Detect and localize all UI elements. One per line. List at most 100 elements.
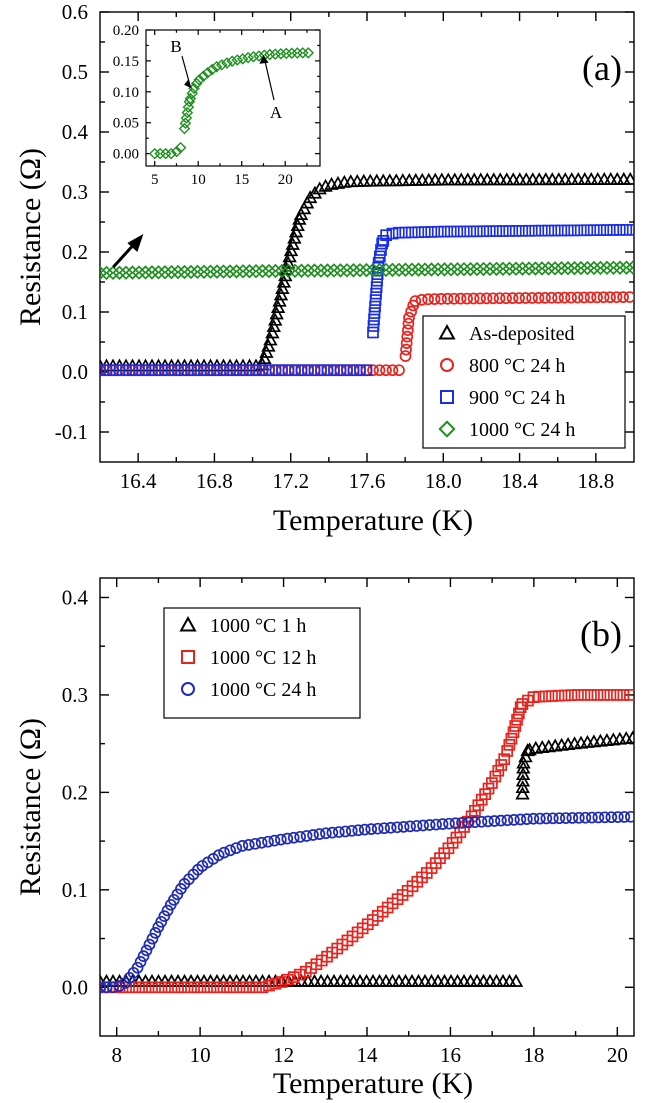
data-point <box>190 77 203 90</box>
data-point <box>526 292 538 304</box>
data-point <box>578 689 591 701</box>
data-point <box>247 50 260 63</box>
x-tick-label: 17.6 <box>349 469 386 493</box>
y-tick-label: 0.15 <box>113 54 139 70</box>
legend-label: 1000 °C 1 h <box>210 615 306 637</box>
data-point <box>521 813 533 825</box>
data-point <box>501 814 514 827</box>
data-point <box>256 981 269 994</box>
data-point <box>346 263 361 278</box>
data-point <box>249 837 262 850</box>
data-point <box>625 730 634 744</box>
data-point <box>450 262 465 277</box>
data-point <box>107 364 119 377</box>
x-tick-label: 18.4 <box>501 469 538 493</box>
data-point <box>443 262 459 277</box>
data-point <box>339 263 355 278</box>
data-point <box>131 265 147 280</box>
data-point <box>276 274 292 288</box>
data-point <box>516 755 531 769</box>
data-point <box>113 364 126 377</box>
data-point <box>313 263 329 278</box>
data-point <box>449 817 462 830</box>
data-point <box>100 265 108 281</box>
data-point <box>441 292 454 305</box>
data-point <box>345 824 358 837</box>
y-tick-label: 0.6 <box>62 0 88 24</box>
data-point <box>463 261 478 277</box>
data-point <box>380 364 392 377</box>
data-point <box>290 218 305 232</box>
data-point <box>278 268 293 282</box>
data-point <box>229 264 244 279</box>
x-tick-label: 8 <box>111 1043 122 1067</box>
data-point <box>604 689 617 701</box>
data-point <box>326 826 339 839</box>
data-point <box>138 265 153 280</box>
y-tick-label: 0.5 <box>62 60 88 84</box>
data-point <box>237 364 249 377</box>
x-tick-label: 14 <box>357 1043 379 1067</box>
data-point <box>193 73 206 86</box>
data-point <box>476 261 491 277</box>
data-point <box>282 249 297 263</box>
data-point <box>505 732 518 745</box>
x-tick-label: 18.8 <box>577 469 614 493</box>
arrow-annotation <box>112 243 135 269</box>
data-point <box>403 311 415 324</box>
data-point <box>606 260 621 275</box>
data-point <box>281 263 296 279</box>
data-point <box>320 827 332 840</box>
data-point <box>400 337 413 349</box>
data-point <box>231 54 244 66</box>
data-point <box>572 811 585 824</box>
data-point <box>425 226 438 238</box>
data-point <box>506 292 519 304</box>
data-point <box>180 112 193 124</box>
data-point <box>275 976 288 988</box>
data-point <box>287 230 302 244</box>
data-point <box>437 262 452 277</box>
data-point <box>443 817 455 830</box>
data-point <box>372 262 387 278</box>
data-point <box>592 811 605 824</box>
data-point <box>265 325 280 339</box>
data-point <box>242 51 254 64</box>
data-point <box>586 260 602 276</box>
data-point <box>211 981 223 994</box>
data-point <box>172 981 184 994</box>
data-point <box>302 47 315 59</box>
data-point <box>321 364 334 377</box>
x-tick-label: 15 <box>234 172 249 188</box>
data-point <box>553 812 566 825</box>
data-point <box>261 338 276 352</box>
data-point <box>281 832 294 845</box>
data-point <box>339 825 352 838</box>
data-point <box>401 330 414 343</box>
data-point <box>276 364 288 377</box>
x-tick-label: 5 <box>151 172 159 188</box>
legend-label: 800 °C 24 h <box>469 355 565 377</box>
data-point <box>133 981 145 994</box>
data-point <box>372 256 385 269</box>
data-point <box>598 689 610 701</box>
legend-box <box>422 315 626 449</box>
y-tick-label: 0.20 <box>113 23 139 39</box>
data-point <box>541 261 556 276</box>
data-point <box>155 915 168 928</box>
data-point <box>113 980 126 992</box>
data-point <box>368 307 381 319</box>
data-point <box>144 265 160 280</box>
data-point <box>125 265 140 280</box>
data-point <box>469 816 481 828</box>
data-point <box>422 293 434 306</box>
legend-marker <box>181 682 195 696</box>
data-point <box>574 224 587 237</box>
data-point <box>384 821 397 834</box>
y-tick-label: 0.3 <box>62 683 88 707</box>
data-point <box>170 145 183 158</box>
data-point <box>542 224 555 237</box>
data-point <box>268 263 283 279</box>
data-point <box>190 264 205 280</box>
